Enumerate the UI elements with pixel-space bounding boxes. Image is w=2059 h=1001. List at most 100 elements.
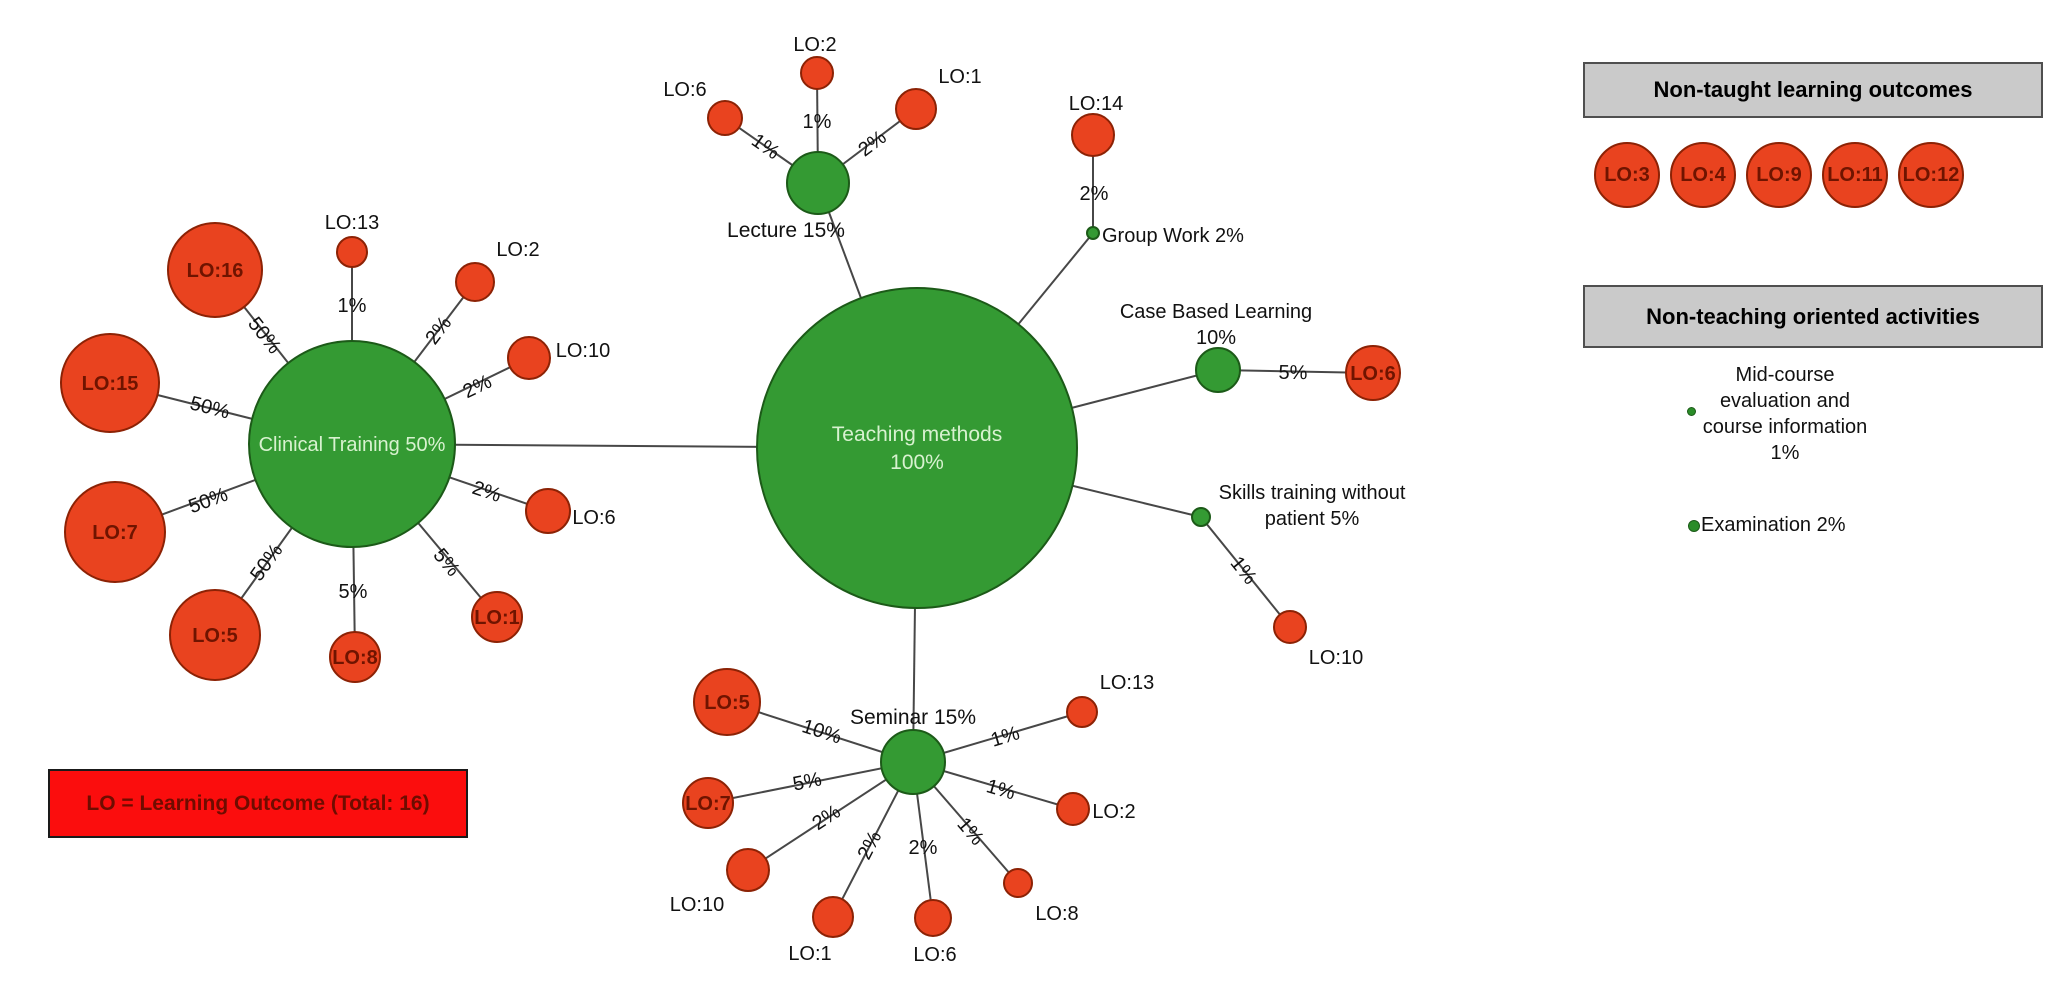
node-lo13_cl xyxy=(336,236,368,268)
label-lo10_sem: LO:10 xyxy=(670,894,724,916)
node-skills xyxy=(1191,507,1211,527)
node-lo7_sem xyxy=(682,777,734,829)
label-lo7_sem: LO:7 xyxy=(685,793,731,815)
legend-non-teaching-title: Non-teaching oriented activities xyxy=(1646,303,1980,329)
non-taught-lo-circle: LO:11 xyxy=(1822,142,1888,208)
edge-label-clinical-lo7_cl: 50% xyxy=(186,484,231,519)
edge-label-clinical-lo15: 50% xyxy=(188,392,232,423)
label-lo1_lec: LO:1 xyxy=(938,66,981,88)
edge-label-clinical-lo8_cl: 5% xyxy=(339,581,368,603)
label-lo7_cl: LO:7 xyxy=(92,522,138,544)
label-clinical: Clinical Training 50% xyxy=(259,434,446,456)
node-clinical xyxy=(248,340,456,548)
nodes-layer xyxy=(60,56,1401,938)
non-taught-lo-circle: LO:12 xyxy=(1898,142,1964,208)
non-taught-lo-circle: LO:9 xyxy=(1746,142,1812,208)
label-lecture: Lecture 15% xyxy=(727,219,845,242)
node-lo10_sk xyxy=(1273,610,1307,644)
label-lo14: LO:14 xyxy=(1069,93,1123,115)
node-lo7_cl xyxy=(64,481,166,583)
label-lo15: LO:15 xyxy=(82,373,139,395)
green-dot-icon xyxy=(1687,407,1696,416)
edge-label-cbl-lo6_cbl: 5% xyxy=(1278,362,1308,385)
node-lo1_cl xyxy=(471,591,523,643)
label-teaching-line0: Teaching methods xyxy=(832,423,1002,446)
node-lecture xyxy=(786,151,850,215)
node-lo6_lec xyxy=(707,100,743,136)
node-lo2_cl xyxy=(455,262,495,302)
node-lo2_lec xyxy=(800,56,834,90)
edge-label-lecture-lo6_lec: 1% xyxy=(747,130,783,165)
label-lo10_sk: LO:10 xyxy=(1309,647,1363,669)
node-lo8_sem xyxy=(1003,868,1033,898)
node-seminar xyxy=(880,729,946,795)
node-lo1_sem xyxy=(812,896,854,938)
node-lo16 xyxy=(167,222,263,318)
node-lo6_sem xyxy=(914,899,952,937)
edge-label-seminar-lo13_sem: 1% xyxy=(988,722,1022,751)
label-groupwork: Group Work 2% xyxy=(1102,225,1244,247)
label-lo5_sem: LO:5 xyxy=(704,692,750,714)
node-lo2_sem xyxy=(1056,792,1090,826)
node-lo5_sem xyxy=(693,668,761,736)
edge-label-seminar-lo10_sem: 2% xyxy=(808,801,844,835)
edge-skills-lo10_sk xyxy=(1200,516,1291,628)
label-lo2_lec: LO:2 xyxy=(793,34,836,56)
edge-label-clinical-lo13_cl: 1% xyxy=(338,295,367,317)
edge-seminar-lo7_sem xyxy=(707,761,914,804)
edge-label-clinical-lo6_cl: 2% xyxy=(469,477,504,507)
node-lo14 xyxy=(1071,113,1115,157)
green-dot-icon xyxy=(1688,520,1700,532)
edge-label-seminar-lo1_sem: 2% xyxy=(853,827,886,863)
node-lo1_lec xyxy=(895,88,937,130)
label-lo13_cl: LO:13 xyxy=(325,212,379,234)
legend-non-taught-title-box: Non-taught learning outcomes xyxy=(1583,62,2043,118)
legend-non-teaching-title-box: Non-teaching oriented activities xyxy=(1583,285,2043,348)
edge-label-seminar-lo8_sem: 1% xyxy=(952,814,988,850)
node-lo10_sem xyxy=(726,848,770,892)
examination-entry: Examination 2% xyxy=(1701,514,1846,536)
legend-non-taught-title: Non-taught learning outcomes xyxy=(1653,77,1973,102)
label-lo6_sem: LO:6 xyxy=(913,944,956,966)
node-lo10_cl xyxy=(507,336,551,380)
label-lo6_cl: LO:6 xyxy=(572,507,615,529)
edge-label-clinical-lo5_cl: 50% xyxy=(246,540,287,586)
label-teaching-line1: 100% xyxy=(890,451,944,474)
note-text: LO = Learning Outcome (Total: 16) xyxy=(86,791,430,815)
edge-label-seminar-lo5_sem: 10% xyxy=(799,715,844,748)
edge-label-seminar-lo2_sem: 1% xyxy=(984,775,1018,804)
node-lo15 xyxy=(60,333,160,433)
edge-label-clinical-lo1_cl: 5% xyxy=(429,544,465,580)
node-lo6_cl xyxy=(525,488,571,534)
node-groupwork xyxy=(1086,226,1100,240)
label-lo8_cl: LO:8 xyxy=(332,647,378,669)
node-lo5_cl xyxy=(169,589,261,681)
edge-label-lecture-lo2_lec: 1% xyxy=(803,111,832,133)
label-lo6_cbl: LO:6 xyxy=(1350,363,1396,385)
edge-label-seminar-lo7_sem: 5% xyxy=(791,768,824,795)
edge-label-seminar-lo6_sem: 2% xyxy=(909,837,938,859)
node-teaching xyxy=(756,287,1078,609)
label-seminar: Seminar 15% xyxy=(850,706,976,729)
edge-label-lo14-groupwork: 2% xyxy=(1080,183,1109,205)
non-taught-lo-row: LO:3 LO:4 LO:9 LO:11 LO:12 xyxy=(1594,142,1964,208)
label-lo10_cl: LO:10 xyxy=(556,340,610,362)
label-cbl-line1: 10% xyxy=(1196,327,1236,349)
edge-label-clinical-lo10_cl: 2% xyxy=(460,371,496,404)
note-box: LO = Learning Outcome (Total: 16) xyxy=(48,769,468,838)
edge-label-clinical-lo2_cl: 2% xyxy=(421,312,456,348)
node-lo13_sem xyxy=(1066,696,1098,728)
label-skills-line0: Skills training without xyxy=(1219,482,1406,504)
non-taught-lo-circle: LO:3 xyxy=(1594,142,1660,208)
label-lo16: LO:16 xyxy=(187,260,244,282)
node-lo6_cbl xyxy=(1345,345,1401,401)
label-lo13_sem: LO:13 xyxy=(1100,672,1154,694)
label-lo5_cl: LO:5 xyxy=(192,625,238,647)
label-lo1_cl: LO:1 xyxy=(474,607,520,629)
non-taught-lo-circle: LO:4 xyxy=(1670,142,1736,208)
label-skills-line1: patient 5% xyxy=(1265,508,1360,530)
label-lo6_lec: LO:6 xyxy=(663,79,706,101)
label-cbl-line0: Case Based Learning xyxy=(1120,301,1312,323)
